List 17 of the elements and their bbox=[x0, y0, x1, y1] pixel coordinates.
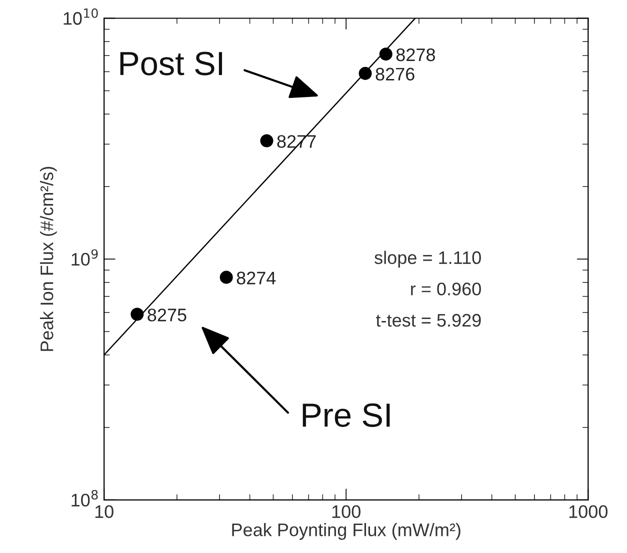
annotation: 8276 bbox=[376, 68, 414, 81]
annotation: Post SI bbox=[120, 52, 222, 76]
annotation: 8278 bbox=[396, 48, 435, 62]
annotation: slope = 1.110 bbox=[374, 250, 481, 268]
x-tick-label: 100 bbox=[332, 505, 360, 518]
annotation: 8275 bbox=[148, 308, 186, 322]
x-axis-title: Peak Poynting Flux (mW/m²) bbox=[232, 522, 460, 540]
y-tick-label: 10$^{10}$ bbox=[64, 8, 98, 25]
annotation: r = 0.960 bbox=[411, 282, 481, 296]
y-axis-title: Peak Ion Flux (#/cm²/s) bbox=[40, 166, 57, 351]
x-tick-label: 1000 bbox=[569, 505, 608, 518]
y-tick-label: 10$^{9}$ bbox=[72, 249, 98, 266]
x-tick-label: 10 bbox=[95, 505, 114, 518]
annotation: 8274 bbox=[236, 272, 276, 284]
annotation: t-test = 5.929 bbox=[376, 314, 481, 327]
y-tick-label: 10$^{8}$ bbox=[72, 490, 98, 506]
annotation: Pre SI bbox=[302, 403, 390, 427]
